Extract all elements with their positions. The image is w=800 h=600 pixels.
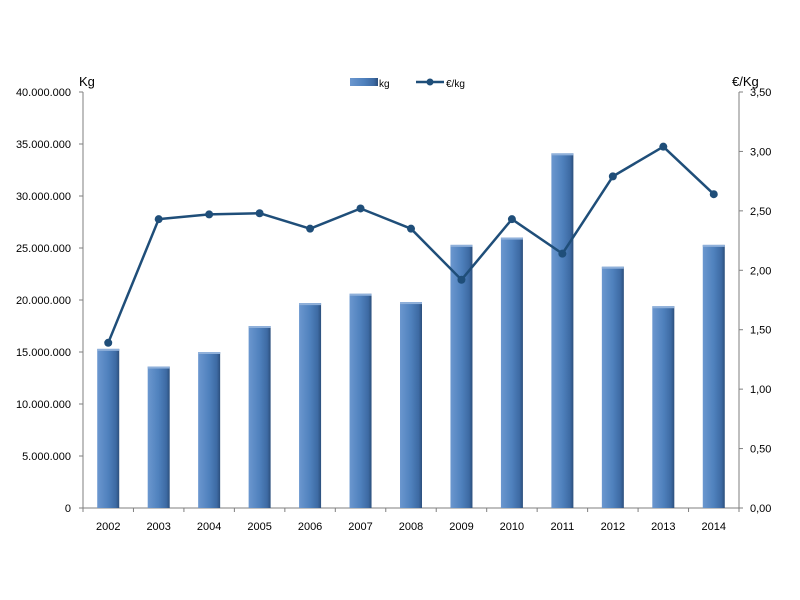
line-point xyxy=(306,224,315,233)
y-left-tick-label: 35.000.000 xyxy=(16,139,71,151)
bar xyxy=(299,303,322,508)
x-tick-label: 2006 xyxy=(298,521,322,533)
x-tick-label: 2013 xyxy=(651,521,675,533)
y-left-tick-label: 20.000.000 xyxy=(16,295,71,307)
line-point xyxy=(255,209,264,218)
bar xyxy=(198,352,221,508)
bar-top-highlight xyxy=(702,244,725,247)
y-left-tick-label: 10.000.000 xyxy=(16,399,71,411)
line-point xyxy=(154,215,163,224)
x-tick-label: 2007 xyxy=(348,521,372,533)
x-tick-label: 2012 xyxy=(601,521,625,533)
line-point xyxy=(659,142,668,151)
line-point xyxy=(104,338,113,347)
y-right-tick-label: 3,00 xyxy=(750,146,771,158)
legend-label-eur-kg: €/kg xyxy=(446,79,465,90)
y-axis-left-title: Kg xyxy=(79,74,95,89)
line-point xyxy=(205,210,214,219)
y-left-tick-label: 30.000.000 xyxy=(16,191,71,203)
bar xyxy=(450,244,473,508)
legend: kg €/kg xyxy=(350,78,465,90)
bar xyxy=(551,153,574,509)
y-right-tick-label: 0,50 xyxy=(750,444,771,456)
bar xyxy=(349,293,372,508)
y-left-tick-label: 0 xyxy=(65,503,71,515)
bar-top-highlight xyxy=(652,306,675,309)
bar-top-highlight xyxy=(97,348,120,351)
x-tick-label: 2003 xyxy=(146,521,170,533)
bar-top-highlight xyxy=(198,352,221,354)
bar-top-highlight xyxy=(248,326,271,328)
line-point xyxy=(709,190,718,199)
bar-top-highlight xyxy=(450,244,473,247)
line-point xyxy=(457,275,466,284)
bar-top-highlight xyxy=(147,366,170,369)
line-point xyxy=(356,204,365,213)
bar xyxy=(248,326,271,508)
x-tick-label: 2002 xyxy=(96,521,120,533)
x-tick-label: 2008 xyxy=(399,521,423,533)
legend-swatch-eur-kg-marker xyxy=(426,78,434,86)
bar xyxy=(702,244,725,508)
tick-labels: 0 5.000.000 10.000.000 15.000.000 20.000.000… xyxy=(16,87,771,533)
line-point xyxy=(608,172,617,181)
line-point xyxy=(407,224,415,233)
y-axis-right-title: €/Kg xyxy=(732,74,759,89)
bar-top-highlight xyxy=(601,266,624,269)
bars xyxy=(97,153,725,509)
bar xyxy=(652,306,675,508)
y-right-tick-label: 3,50 xyxy=(750,87,771,99)
x-tick-label: 2009 xyxy=(449,521,473,533)
y-right-tick-label: 2,50 xyxy=(750,206,771,218)
bar xyxy=(500,237,523,508)
bar-top-highlight xyxy=(400,302,422,305)
bar xyxy=(147,366,170,508)
x-tick-label: 2010 xyxy=(500,521,524,533)
y-left-tick-label: 15.000.000 xyxy=(16,347,71,359)
x-tick-label: 2005 xyxy=(247,521,271,533)
bar-top-highlight xyxy=(299,303,322,306)
bar xyxy=(601,266,624,508)
y-right-tick-label: 2,00 xyxy=(750,265,771,277)
y-right-tick-label: 0,00 xyxy=(750,503,771,515)
y-left-tick-label: 25.000.000 xyxy=(16,243,71,255)
x-tick-label: 2011 xyxy=(551,521,575,533)
line-series xyxy=(104,142,718,347)
x-tick-label: 2004 xyxy=(197,521,221,533)
y-left-tick-label: 40.000.000 xyxy=(16,87,71,99)
legend-label-kg: kg xyxy=(379,79,390,90)
bar-top-highlight xyxy=(551,153,574,156)
bar-top-highlight xyxy=(500,237,523,240)
y-left-tick-label: 5.000.000 xyxy=(22,451,71,463)
bar xyxy=(400,302,422,508)
y-right-tick-label: 1,00 xyxy=(750,384,771,396)
x-tick-label: 2014 xyxy=(702,521,726,533)
y-right-tick-label: 1,50 xyxy=(750,325,771,337)
legend-swatch-kg xyxy=(350,78,378,86)
line-point xyxy=(507,215,516,224)
bar xyxy=(97,348,120,508)
line-point xyxy=(558,249,567,258)
bar-top-highlight xyxy=(349,293,372,296)
